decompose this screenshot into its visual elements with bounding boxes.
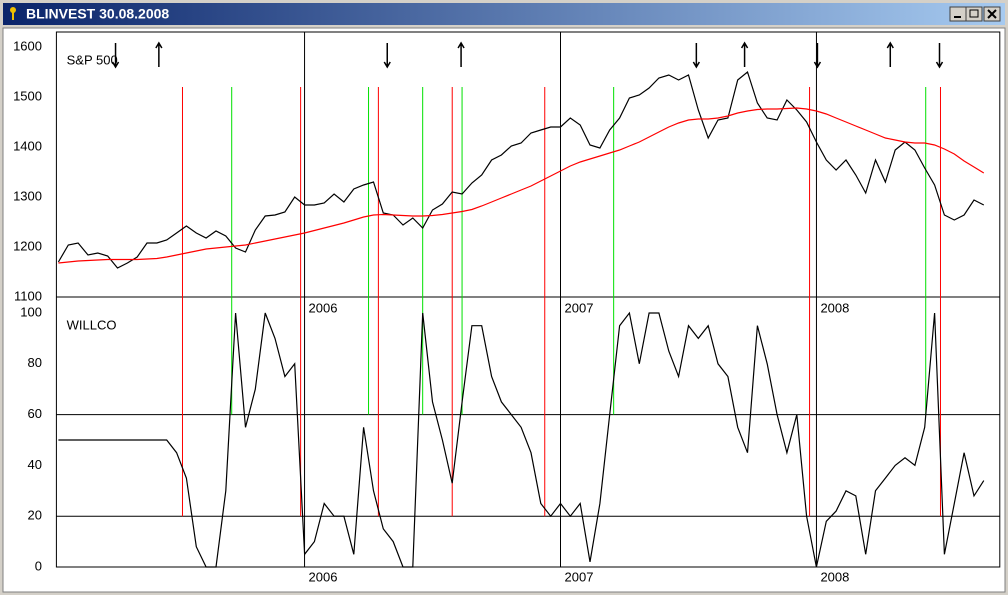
y-tick-label: 1300 xyxy=(13,188,42,203)
down-arrow xyxy=(813,43,822,69)
down-arrow xyxy=(692,43,700,69)
close-button[interactable] xyxy=(983,6,1001,22)
maximize-button[interactable] xyxy=(965,6,983,22)
series-line xyxy=(58,107,985,264)
series-line xyxy=(57,70,985,269)
title-bar xyxy=(3,3,1005,25)
down-arrow xyxy=(111,43,120,69)
x-tick-label: 2006 xyxy=(309,569,338,584)
y-tick-label: 1100 xyxy=(14,288,42,303)
y-tick-label: 1200 xyxy=(13,238,42,253)
series-label: WILLCO xyxy=(67,317,117,332)
up-arrow xyxy=(155,41,163,67)
y-tick-label: 1600 xyxy=(13,38,42,53)
down-arrow xyxy=(383,43,391,69)
y-tick-label: 1400 xyxy=(13,138,42,153)
up-arrow xyxy=(457,41,465,67)
app-icon xyxy=(10,7,16,20)
y-tick-label: 100 xyxy=(20,304,42,319)
y-tick-label: 20 xyxy=(28,508,42,523)
series-label: S&P 500 xyxy=(67,52,118,67)
chart-frame xyxy=(55,31,1001,568)
y-tick-label: 40 xyxy=(28,457,42,472)
x-tick-label: 2008 xyxy=(820,569,849,584)
up-arrow xyxy=(886,41,894,67)
x-tick-label: 2007 xyxy=(565,569,594,584)
minimize-button[interactable] xyxy=(949,6,967,22)
x-tick-label: 2007 xyxy=(565,300,594,315)
x-tick-label: 2006 xyxy=(309,300,338,315)
x-tick-label: 2008 xyxy=(820,300,849,315)
client-area xyxy=(2,27,1006,593)
window-title: BLINVEST 30.08.2008 xyxy=(26,6,169,22)
series-line xyxy=(58,311,985,568)
down-arrow xyxy=(935,43,944,69)
y-tick-label: 60 xyxy=(28,406,42,421)
y-tick-label: 1500 xyxy=(13,88,42,103)
y-tick-label: 0 xyxy=(35,558,42,573)
y-tick-label: 80 xyxy=(28,355,42,370)
up-arrow xyxy=(740,41,749,67)
